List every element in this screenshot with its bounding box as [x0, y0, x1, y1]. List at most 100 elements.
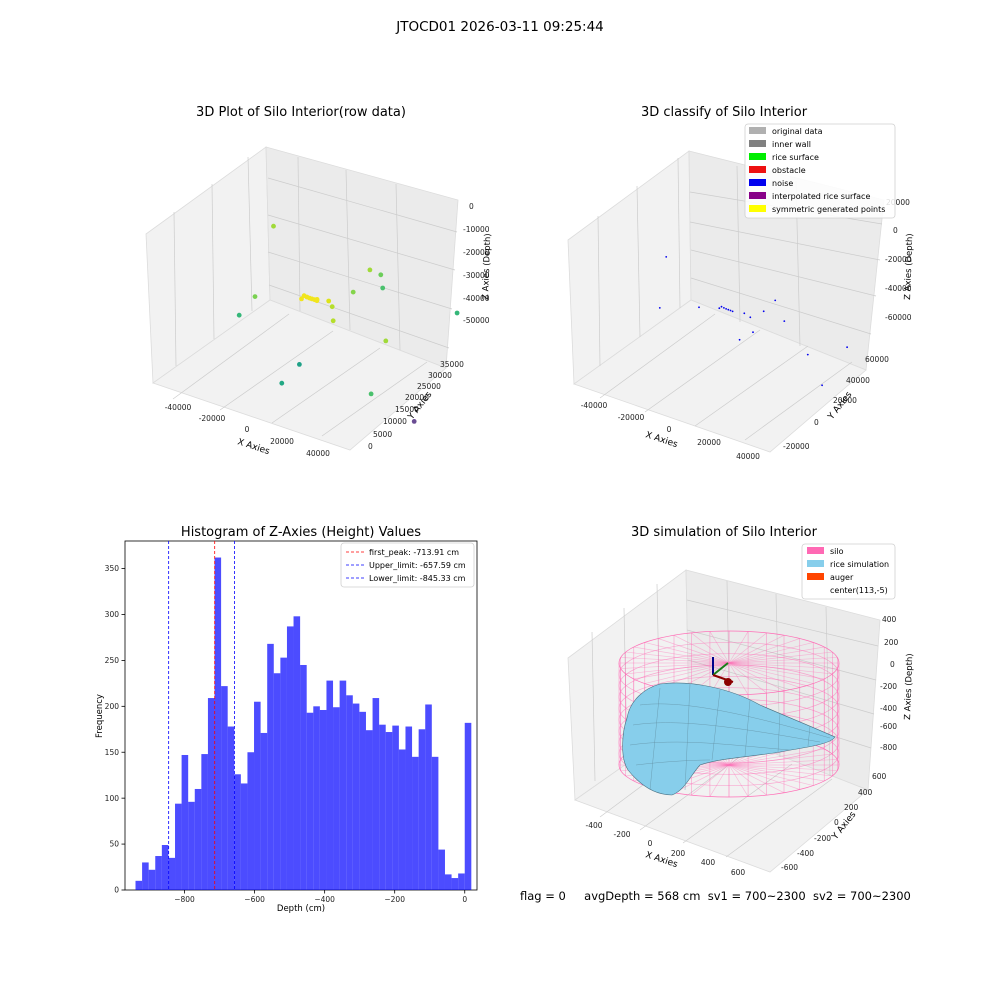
- simulation-x-ticks: -400 -200 0 200 400 600: [585, 821, 745, 877]
- silo-top-spoke: [728, 631, 749, 664]
- simulation-ytick: 400: [858, 788, 873, 797]
- rowdata-ytick: 25000: [417, 382, 441, 391]
- legend-label: silo: [830, 547, 844, 556]
- rowdata-point: [252, 294, 258, 299]
- histogram-ytick-label: 350: [105, 564, 120, 573]
- legend-swatch: [749, 205, 766, 212]
- legend-label: first_peak: -713.91 cm: [369, 548, 459, 557]
- histogram-xtick-label: −200: [384, 895, 405, 904]
- simulation-ztick: -400: [880, 704, 897, 713]
- silo-bottom-spoke: [728, 764, 749, 797]
- classify-point-noise: [658, 307, 661, 309]
- silo-bottom-spoke: [691, 764, 730, 796]
- histogram-bar: [227, 726, 235, 890]
- silo-bottom-spoke: [728, 748, 825, 766]
- rowdata-point: [326, 298, 332, 304]
- rowdata-point: [329, 304, 335, 310]
- silo-top-spoke: [728, 651, 833, 664]
- rowdata-point: [454, 310, 460, 316]
- histogram-bar: [352, 703, 360, 890]
- simulation-z-ticks: 400 200 0 -200 -400 -600 -800: [880, 615, 899, 752]
- histogram-bar: [214, 557, 222, 890]
- simulation-legend-box: [801, 543, 896, 600]
- rowdata-ytick: 35000: [440, 360, 464, 369]
- histogram-bar: [201, 754, 208, 890]
- rowdata-point: [368, 391, 374, 397]
- histogram-xtick-label: 0: [462, 895, 467, 904]
- silo-top-spoke: [728, 662, 833, 675]
- histogram-bar: [148, 869, 156, 890]
- classify-legend-box: [744, 123, 896, 219]
- silo-top-spoke: [658, 638, 730, 664]
- panel-rowdata-title: 3D Plot of Silo Interior(row data): [196, 105, 406, 120]
- silo-top-spoke: [728, 662, 838, 669]
- simulation-ytick: 0: [834, 818, 839, 827]
- histogram-bar: [254, 701, 261, 890]
- silo-bottom-spoke: [728, 753, 833, 766]
- simulation-xtick: 600: [731, 868, 746, 877]
- rowdata-points: [236, 223, 460, 424]
- histogram-ylabel: Frequency: [95, 694, 105, 738]
- silo-top-spoke: [620, 662, 730, 669]
- histogram-bar: [300, 664, 307, 890]
- rowdata-x-ticks: -40000 -20000 0 20000 40000: [165, 403, 330, 458]
- rowdata-xtick: 0: [245, 425, 250, 434]
- legend-swatch: [749, 192, 766, 199]
- histogram-bar: [142, 862, 149, 890]
- histogram-bar: [175, 803, 182, 890]
- legend-label: interpolated rice surface: [772, 192, 870, 201]
- histogram-bar: [234, 774, 241, 890]
- classify-point-noise: [749, 316, 752, 319]
- classify-ztick: -20000: [885, 255, 912, 264]
- classify-ytick: 0: [814, 418, 819, 427]
- simulation-y-ticks: -600 -400 -200 0 200 400 600: [781, 772, 887, 872]
- classify-point-noise: [718, 307, 721, 310]
- classify-point-noise: [665, 256, 668, 258]
- histogram-bar: [260, 732, 268, 890]
- histogram-ytick-label: 200: [105, 702, 120, 711]
- histogram-bar: [194, 788, 202, 890]
- histogram-xtick-label: −400: [314, 895, 335, 904]
- silo-top-spoke: [728, 634, 785, 664]
- legend-swatch: [807, 560, 824, 567]
- legend-swatch: [749, 179, 766, 186]
- panel-simulation: 3D simulation of Silo Interior: [567, 525, 915, 877]
- classify-xtick: 20000: [697, 438, 721, 447]
- histogram-bar: [464, 722, 472, 890]
- classify-point-noise: [743, 312, 746, 315]
- rice-surface-mesh: [629, 683, 831, 791]
- classify-ytick: 60000: [865, 355, 889, 364]
- simulation-ztick: 0: [890, 660, 895, 669]
- histogram-ytick-label: 100: [105, 794, 120, 803]
- rowdata-xtick: 20000: [270, 437, 294, 446]
- silo-top-spoke: [728, 662, 800, 688]
- classify-legend: original data inner wall rice surface obsta…: [744, 123, 896, 219]
- silo-bottom-spoke: [728, 764, 825, 782]
- rowdata-ytick: 20000: [405, 393, 429, 402]
- legend-label: obstacle: [772, 166, 806, 175]
- rowdata-ytick: 10000: [383, 417, 407, 426]
- histogram-bar: [339, 680, 347, 890]
- histogram-bar: [346, 695, 353, 890]
- simulation-ytick: -200: [814, 834, 831, 843]
- histogram-bar: [458, 873, 465, 890]
- histogram-bar: [438, 849, 445, 890]
- silo-top-spoke: [644, 642, 730, 664]
- classify-point-noise: [783, 320, 786, 322]
- classify-y-ticks: -20000 0 20000 40000 60000: [783, 355, 889, 451]
- simulation-ztick: 400: [882, 615, 897, 624]
- histogram-title: Histogram of Z-Axies (Height) Values: [181, 525, 421, 540]
- histogram-bar: [181, 754, 189, 890]
- histogram-bar: [451, 878, 459, 890]
- rowdata-xtick: -20000: [199, 414, 226, 423]
- simulation-ytick: 600: [872, 772, 887, 781]
- rowdata-point: [380, 285, 386, 291]
- classify-ztick: 0: [893, 226, 898, 235]
- histogram-legend-box: [340, 542, 475, 588]
- classify-ytick: -20000: [783, 442, 810, 451]
- silo-top-spoke: [625, 662, 730, 675]
- legend-swatch: [749, 127, 766, 134]
- rowdata-point: [279, 380, 285, 386]
- simulation-xtick: 200: [671, 849, 686, 858]
- histogram-ytick-label: 300: [105, 610, 120, 619]
